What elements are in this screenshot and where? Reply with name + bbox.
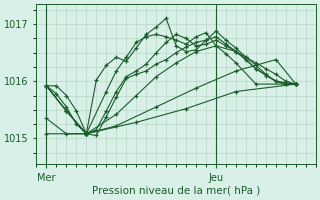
X-axis label: Pression niveau de la mer( hPa ): Pression niveau de la mer( hPa ): [92, 186, 260, 196]
